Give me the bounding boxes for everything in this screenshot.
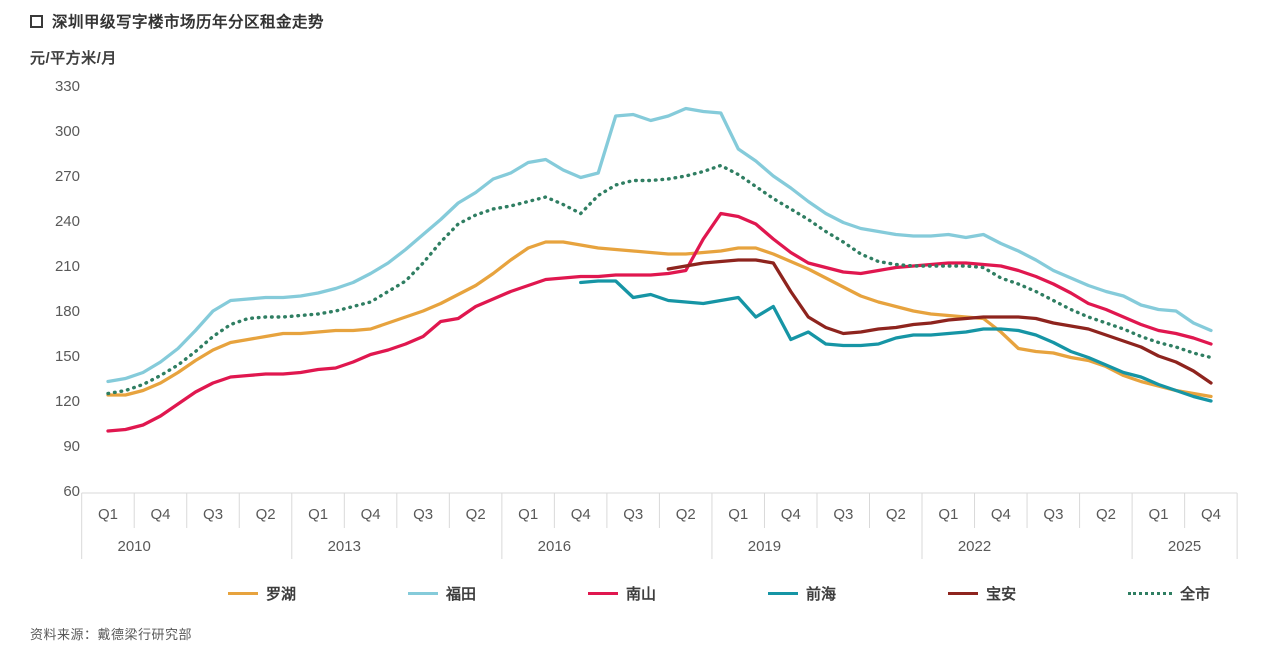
x-quarter-label: Q2	[676, 506, 696, 523]
legend-label: 宝安	[986, 586, 1017, 603]
y-tick-label: 150	[55, 348, 80, 365]
page-title: 深圳甲级写字楼市场历年分区租金走势	[30, 10, 324, 32]
series-line-futian	[106, 106, 1213, 384]
legend-label: 全市	[1180, 586, 1211, 603]
x-year-label: 2022	[958, 538, 991, 555]
legend-swatch-quanshi	[1128, 592, 1173, 595]
x-quarter-label: Q2	[1096, 506, 1116, 523]
x-quarter-label: Q2	[466, 506, 486, 523]
x-quarter-label: Q3	[833, 506, 853, 523]
x-quarter-label: Q1	[728, 506, 748, 523]
x-quarter-label: Q1	[308, 506, 328, 523]
legend-swatch-nanshan	[588, 592, 619, 595]
y-tick-label: 300	[55, 123, 80, 140]
y-tick-label: 240	[55, 213, 80, 230]
x-quarter-label: Q3	[623, 506, 643, 523]
series-line-luohu	[106, 240, 1213, 399]
series-line-quanshi	[106, 163, 1213, 396]
y-tick-label: 330	[55, 78, 80, 95]
y-tick-label: 180	[55, 303, 80, 320]
x-quarter-label: Q4	[991, 506, 1011, 523]
x-year-label: 2025	[1168, 538, 1201, 555]
legend-label: 前海	[806, 586, 837, 603]
x-quarter-label: Q1	[938, 506, 958, 523]
x-quarter-label: Q3	[413, 506, 433, 523]
x-year-label: 2016	[538, 538, 571, 555]
chart-title: 深圳甲级写字楼市场历年分区租金走势	[52, 14, 325, 31]
x-quarter-label: Q4	[571, 506, 591, 523]
legend-item-luohu: 罗湖	[228, 583, 296, 604]
y-tick-label: 210	[55, 258, 80, 275]
legend-label: 福田	[446, 586, 477, 603]
x-quarter-label: Q4	[151, 506, 171, 523]
legend-swatch-luohu	[228, 592, 258, 595]
legend-item-qianhai: 前海	[768, 583, 836, 604]
x-quarter-label: Q2	[886, 506, 906, 523]
x-quarter-label: Q1	[98, 506, 118, 523]
source-text: 资料来源：戴德梁行研究部	[30, 627, 193, 642]
x-quarter-label: Q4	[1201, 506, 1221, 523]
y-tick-label: 120	[55, 393, 80, 410]
legend-item-baoan: 宝安	[948, 583, 1016, 604]
x-quarter-label: Q3	[203, 506, 223, 523]
y-tick-label: 270	[55, 168, 80, 185]
legend-swatch-qianhai	[768, 592, 799, 595]
legend-item-quanshi: 全市	[1128, 583, 1210, 604]
x-quarter-label: Q1	[1148, 506, 1168, 523]
legend-label: 南山	[626, 586, 657, 603]
y-axis-unit-label: 元/平方米/月	[30, 50, 117, 67]
x-year-label: 2013	[328, 538, 361, 555]
series-line-baoan	[666, 258, 1213, 385]
y-tick-label: 90	[63, 438, 80, 455]
x-year-label: 2010	[118, 538, 151, 555]
legend: 罗湖 福田 南山 前海 宝安 全市	[228, 583, 1210, 604]
x-quarter-label: Q4	[781, 506, 801, 523]
x-quarter-label: Q4	[361, 506, 381, 523]
chart-svg: 330 300 270 240 210 180 150 120 90 60 Q1 Q4 Q3 Q2 Q1 Q4…	[55, 78, 1238, 559]
legend-label: 罗湖	[266, 586, 297, 603]
square-bullet-icon	[30, 14, 43, 28]
legend-item-futian: 福田	[408, 583, 476, 604]
y-tick-label: 60	[63, 483, 80, 500]
x-quarter-label: Q3	[1043, 506, 1063, 523]
legend-item-nanshan: 南山	[588, 583, 656, 604]
series-line-nanshan	[106, 211, 1213, 433]
x-quarter-label: Q2	[256, 506, 276, 523]
legend-swatch-futian	[408, 592, 439, 595]
series-line-qianhai	[579, 279, 1213, 403]
x-quarter-label: Q1	[518, 506, 538, 523]
x-year-label: 2019	[748, 538, 781, 555]
legend-swatch-baoan	[948, 592, 979, 595]
